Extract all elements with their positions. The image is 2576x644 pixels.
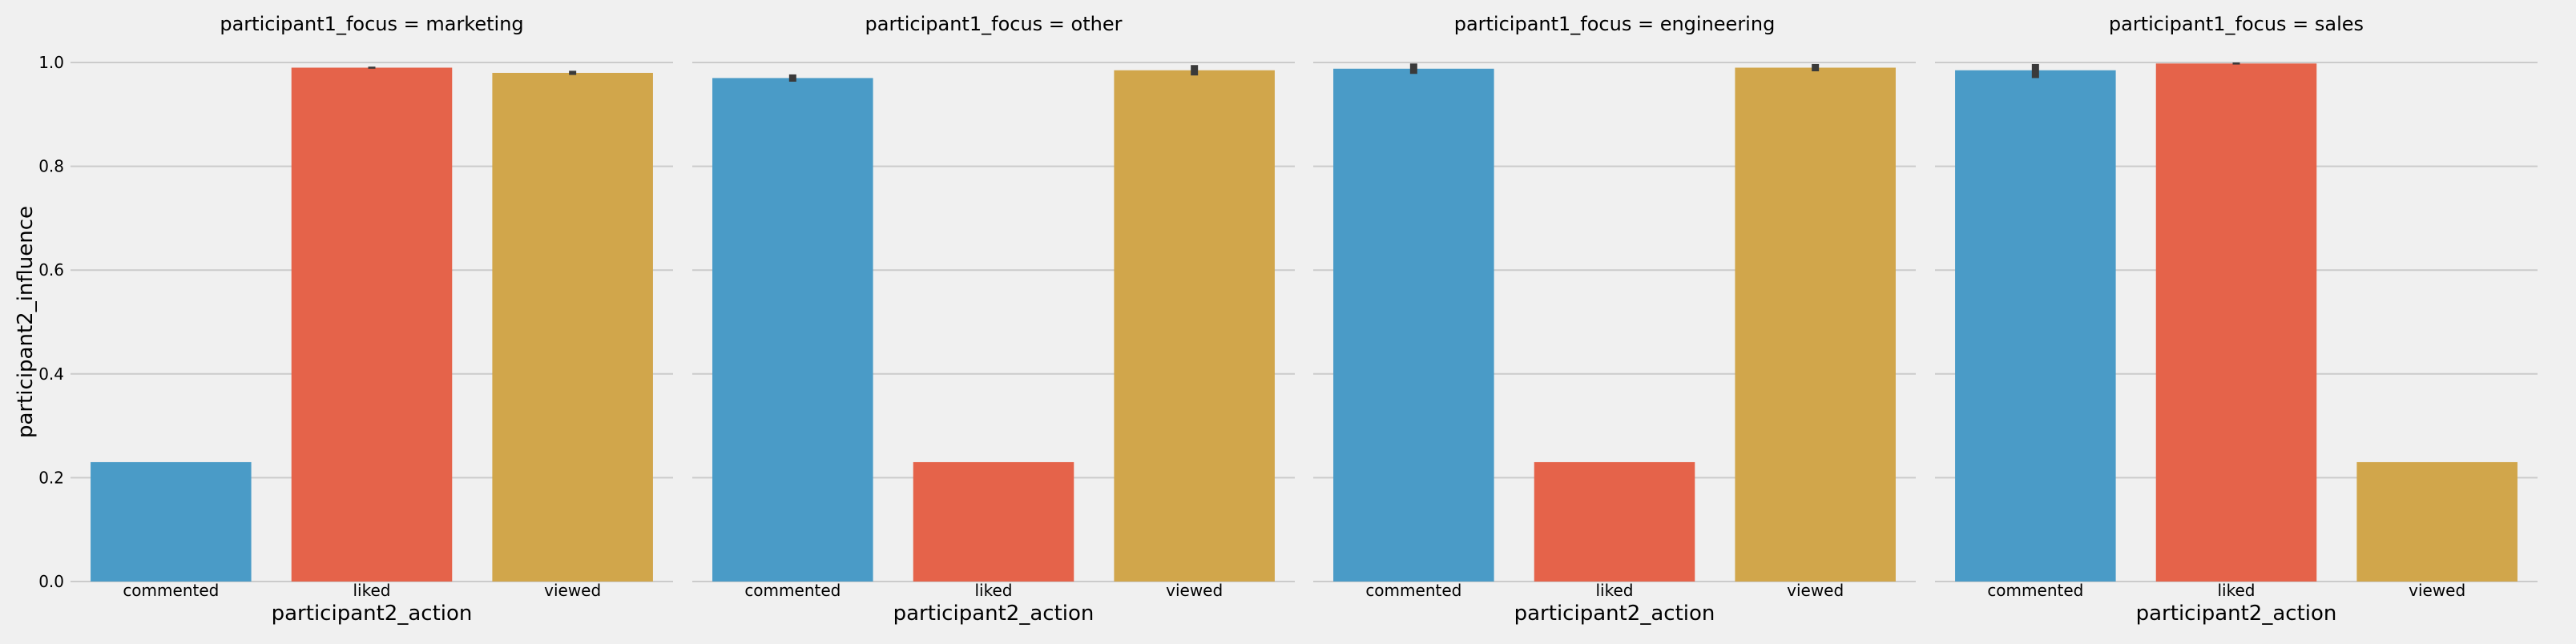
bar-liked — [2155, 63, 2317, 582]
x-tick-label: liked — [353, 581, 391, 600]
y-tick-label: 0.4 — [38, 364, 64, 384]
bar-commented — [712, 78, 873, 582]
x-axis-label: participant2_action — [893, 602, 1094, 626]
bar-liked — [291, 67, 453, 582]
x-tick-label: commented — [744, 581, 841, 600]
panel-title: participant1_focus = sales — [2109, 13, 2364, 35]
x-tick-label: liked — [1596, 581, 1634, 600]
x-tick-label: viewed — [1166, 581, 1223, 600]
y-axis-label: participant2_influence — [14, 206, 38, 438]
x-tick-label: liked — [2218, 581, 2256, 600]
bar-commented — [91, 461, 252, 582]
bar-liked — [1534, 461, 1695, 582]
x-tick-label: commented — [123, 581, 219, 600]
x-tick-label: viewed — [1787, 581, 1844, 600]
bar-viewed — [1735, 67, 1896, 582]
x-tick-label: commented — [1365, 581, 1461, 600]
x-tick-label: viewed — [2409, 581, 2465, 600]
y-tick-label: 0.6 — [38, 260, 64, 280]
x-tick-label: viewed — [544, 581, 601, 600]
panel-title: participant1_focus = marketing — [220, 13, 523, 35]
panel-title: participant1_focus = other — [865, 13, 1123, 35]
y-tick-label: 0.0 — [38, 572, 64, 591]
x-tick-label: commented — [1987, 581, 2083, 600]
y-tick-label: 1.0 — [38, 53, 64, 72]
panel-title: participant1_focus = engineering — [1454, 13, 1776, 35]
y-tick-label: 0.8 — [38, 157, 64, 176]
bar-commented — [1333, 68, 1494, 582]
bar-liked — [913, 461, 1074, 582]
y-tick-label: 0.2 — [38, 468, 64, 487]
bar-viewed — [2356, 461, 2518, 582]
x-axis-label: participant2_action — [272, 602, 473, 626]
bar-commented — [1955, 70, 2116, 582]
x-tick-label: liked — [975, 581, 1013, 600]
bar-viewed — [1114, 70, 1275, 582]
x-axis-label: participant2_action — [1514, 602, 1715, 626]
x-axis-label: participant2_action — [2136, 602, 2337, 626]
bar-viewed — [492, 72, 653, 582]
